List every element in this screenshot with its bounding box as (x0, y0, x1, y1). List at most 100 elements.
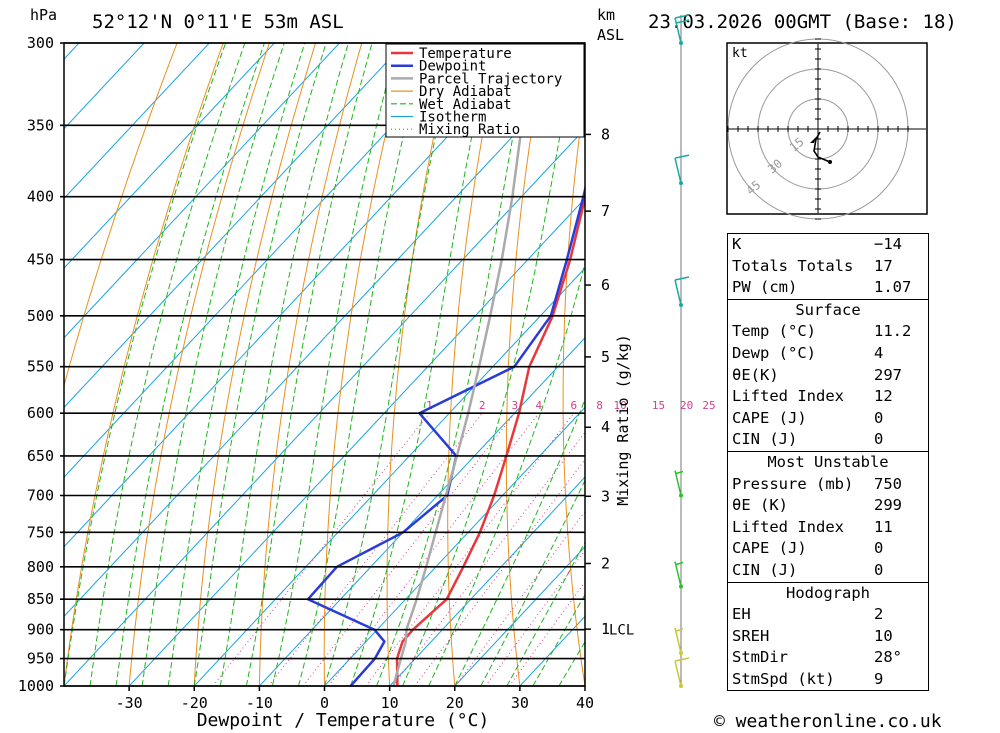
index-row: Lifted Index 12 (728, 386, 928, 408)
legend-entry: Temperature (419, 46, 512, 62)
index-row: SREH 10 (728, 626, 928, 648)
index-value: 28° (874, 648, 902, 667)
asl-unit-label: ASL (597, 26, 624, 44)
index-key: Temp (°C) (732, 322, 816, 341)
wind-barb-staff (674, 627, 682, 654)
temperature-tick-label: -30 (116, 694, 143, 712)
wind-barb-staff (674, 561, 682, 587)
index-value: 4 (874, 343, 884, 362)
index-value: 1.07 (874, 278, 912, 297)
surface-title: Surface (795, 300, 861, 319)
pressure-tick-label: 650 (27, 447, 54, 465)
index-key: CIN (J) (732, 560, 798, 579)
index-row: θE (K) 299 (728, 495, 928, 517)
hodograph-title: Hodograph (786, 583, 870, 602)
index-row: Lifted Index 11 (728, 517, 928, 539)
mixing-ratio-tick-label: 1 (426, 399, 433, 412)
temperature-tick-label: 20 (446, 694, 464, 712)
index-key: Lifted Index (732, 387, 844, 406)
index-value: 0 (874, 539, 884, 558)
index-value: 10 (874, 626, 893, 645)
wind-barb-flag (675, 19, 690, 24)
isotherm-line (258, 336, 585, 686)
index-key: CAPE (J) (732, 539, 807, 558)
wind-barb-staff (674, 279, 682, 306)
mixing-ratio-tick-label: 4 (535, 399, 542, 412)
hodograph-trace (813, 131, 831, 163)
hpa-unit-label: hPa (30, 6, 57, 24)
pressure-tick-label: 300 (27, 34, 54, 52)
wet-adiabat-line (480, 479, 585, 686)
mixing-ratio-tick-label: 3 (511, 399, 518, 412)
index-row: CAPE (J) 0 (728, 538, 928, 560)
wet-adiabat-line (64, 43, 227, 686)
temperature-tick-label: 10 (381, 694, 399, 712)
index-key: PW (cm) (732, 278, 798, 297)
legend-box (385, 43, 585, 138)
mixing-ratio-tick-label: 6 (571, 399, 578, 412)
index-key: CAPE (J) (732, 408, 807, 427)
index-value: 0 (874, 560, 884, 579)
index-row-k: K −14 (728, 234, 928, 256)
legend-entry: Wet Adiabat (419, 97, 512, 113)
index-key: CIN (J) (732, 430, 798, 449)
isotherm-line (64, 43, 211, 200)
legend-entry: Dewpoint (419, 59, 486, 75)
index-value: 2 (874, 605, 884, 624)
index-value: 0 (874, 408, 884, 427)
pressure-tick-label: 450 (27, 251, 54, 269)
most-unstable-section: Most Unstable Pressure (mb) 750 θE (K) 299… (728, 450, 928, 582)
wet-adiabat-line (219, 43, 349, 686)
index-key: K (732, 235, 742, 253)
index-row: CAPE (J) 0 (728, 408, 928, 430)
pressure-tick-label: 950 (27, 650, 54, 668)
isotherm-line (128, 197, 585, 686)
index-key: SREH (732, 626, 770, 645)
isotherm-line (193, 267, 585, 686)
index-value: 11.2 (874, 322, 912, 341)
indices-table: K −14 Totals Totals 17 PW (cm) 1.07 Surf… (727, 233, 929, 692)
wind-barb-staff (674, 17, 682, 44)
wet-adiabat-line (167, 43, 306, 686)
mixing-ratio-tick-label: 20 (680, 399, 693, 412)
dry-adiabat-line (64, 43, 178, 388)
mixing-ratio-line (302, 412, 516, 686)
index-row: θE(K) 297 (728, 365, 928, 387)
wind-barb-staff (674, 157, 682, 184)
x-axis-title: Dewpoint / Temperature (°C) (197, 710, 490, 731)
index-key: θE(K) (732, 365, 779, 384)
km-tick-label: 1 (601, 620, 610, 638)
mixing-ratio-line (268, 412, 483, 686)
pressure-tick-label: 900 (27, 621, 54, 639)
pressure-tick-label: 850 (27, 590, 54, 608)
mixing-ratio-tick-label: 8 (596, 399, 603, 412)
wet-adiabat-line (115, 43, 265, 686)
index-row: Dewp (°C) 4 (728, 343, 928, 365)
isotherm-line (64, 43, 406, 409)
index-row: EH 2 (728, 604, 928, 626)
index-key: θE (K) (732, 496, 788, 515)
index-value: 12 (874, 387, 893, 406)
most-unstable-title: Most Unstable (767, 452, 889, 471)
index-key: Dewp (°C) (732, 343, 816, 362)
wind-barb-half-flag (675, 561, 684, 566)
index-row: CIN (J) 0 (728, 429, 928, 451)
index-key: Pressure (mb) (732, 474, 854, 493)
hodograph-storm-dot (828, 160, 832, 164)
isotherm-line (64, 127, 585, 686)
mixing-ratio-labels: 1 2 3 4 6 8 10 15 20 25 (426, 399, 715, 412)
mixing-ratio-tick-label: 2 (479, 399, 486, 412)
pressure-tick-label: 400 (27, 188, 54, 206)
pressure-tick-label: 600 (27, 404, 54, 422)
hodograph-section: Hodograph EH 2 SREH 10 StmDir 28° StmSpd (k… (728, 581, 928, 691)
index-value: 750 (874, 474, 902, 493)
index-key: Totals Totals (732, 256, 854, 275)
dry-adiabat-line (671, 0, 721, 712)
mixing-ratio-axis-label: Mixing Ratio (g/kg) (614, 334, 632, 506)
location-title: 52°12'N 0°11'E 53m ASL (92, 11, 344, 33)
datetime-label: 23.03.2026 00GMT (Base: 18) (648, 11, 957, 33)
index-value: 11 (874, 517, 893, 536)
wind-barb-flag (674, 154, 690, 159)
